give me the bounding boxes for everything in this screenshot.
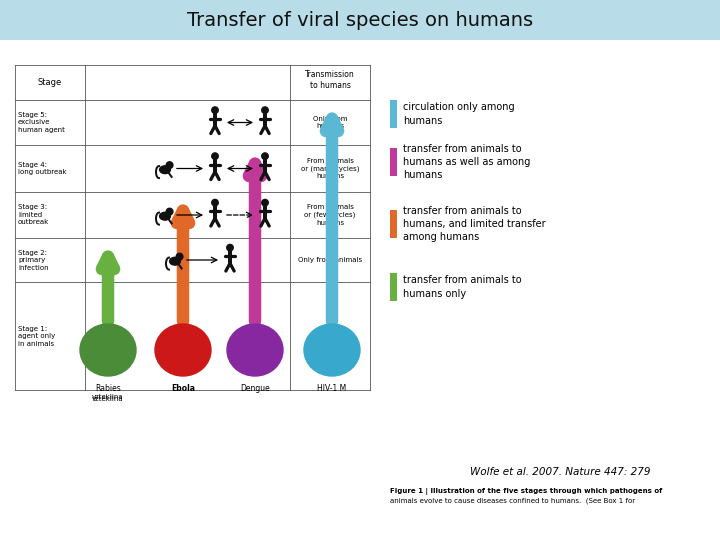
- Circle shape: [262, 153, 269, 159]
- Text: vzteklina: vzteklina: [92, 396, 124, 402]
- Text: Dengue: Dengue: [240, 384, 270, 393]
- FancyBboxPatch shape: [0, 0, 720, 40]
- Text: transfer from animals to
humans only: transfer from animals to humans only: [403, 275, 521, 299]
- Text: Stage: Stage: [38, 78, 62, 87]
- Text: HIV-1 M: HIV-1 M: [318, 384, 346, 393]
- Text: Rabies: Rabies: [95, 384, 121, 393]
- Text: circulation only among
humans: circulation only among humans: [403, 103, 515, 126]
- Text: Stage 4:
long outbreak: Stage 4: long outbreak: [18, 162, 67, 176]
- Text: Figure 1 | Illustration of the five stages through which pathogens of: Figure 1 | Illustration of the five stag…: [390, 488, 662, 495]
- Circle shape: [212, 199, 218, 206]
- FancyBboxPatch shape: [0, 40, 720, 540]
- Text: Stage 5:
exclusive
human agent: Stage 5: exclusive human agent: [18, 112, 65, 133]
- Circle shape: [262, 199, 269, 206]
- Text: From animals
or (few cycles)
humans: From animals or (few cycles) humans: [305, 204, 356, 226]
- Text: Ebola: Ebola: [171, 384, 195, 393]
- Ellipse shape: [170, 257, 181, 265]
- Ellipse shape: [227, 324, 283, 376]
- Ellipse shape: [160, 166, 171, 173]
- Text: animals evolve to cause diseases confined to humans.  (See Box 1 for: animals evolve to cause diseases confine…: [390, 498, 635, 504]
- Circle shape: [166, 162, 173, 168]
- Text: Wolfe et al. 2007. Nature 447: 279: Wolfe et al. 2007. Nature 447: 279: [469, 467, 650, 477]
- Circle shape: [262, 107, 269, 113]
- Text: transfer from animals to
humans, and limited transfer
among humans: transfer from animals to humans, and lim…: [403, 206, 546, 242]
- Text: vzteklina: vzteklina: [92, 394, 124, 400]
- Text: Transmission
to humans: Transmission to humans: [305, 70, 355, 90]
- Text: Only from animals: Only from animals: [298, 257, 362, 263]
- Text: Stage 3:
limited
outbreak: Stage 3: limited outbreak: [18, 205, 49, 226]
- Circle shape: [212, 107, 218, 113]
- FancyBboxPatch shape: [390, 100, 397, 128]
- Text: Stage 1:
agent only
in animals: Stage 1: agent only in animals: [18, 326, 55, 347]
- FancyBboxPatch shape: [390, 210, 397, 238]
- Text: transfer from animals to
humans as well as among
humans: transfer from animals to humans as well …: [403, 144, 531, 180]
- Ellipse shape: [304, 324, 360, 376]
- Circle shape: [212, 153, 218, 159]
- FancyBboxPatch shape: [390, 273, 397, 301]
- Ellipse shape: [160, 212, 171, 220]
- Text: Stage 2:
primary
infection: Stage 2: primary infection: [18, 249, 49, 271]
- Text: Transfer of viral species on humans: Transfer of viral species on humans: [187, 10, 533, 30]
- Circle shape: [166, 208, 173, 215]
- Circle shape: [176, 253, 183, 260]
- Text: Only from
humans: Only from humans: [312, 116, 347, 129]
- Circle shape: [227, 245, 233, 251]
- FancyBboxPatch shape: [390, 148, 397, 176]
- Text: None: None: [321, 333, 339, 339]
- Text: From animals
or (many cycles)
humans: From animals or (many cycles) humans: [301, 158, 359, 179]
- Ellipse shape: [80, 324, 136, 376]
- Ellipse shape: [155, 324, 211, 376]
